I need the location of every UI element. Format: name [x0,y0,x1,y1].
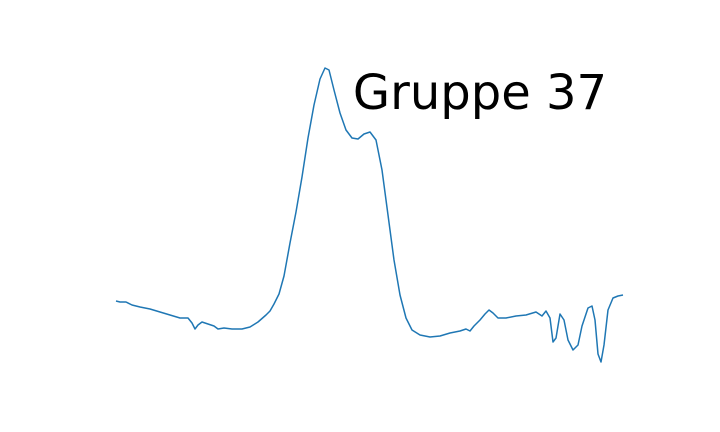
chart-title: Gruppe 37 [353,65,607,121]
data-line [115,67,624,363]
